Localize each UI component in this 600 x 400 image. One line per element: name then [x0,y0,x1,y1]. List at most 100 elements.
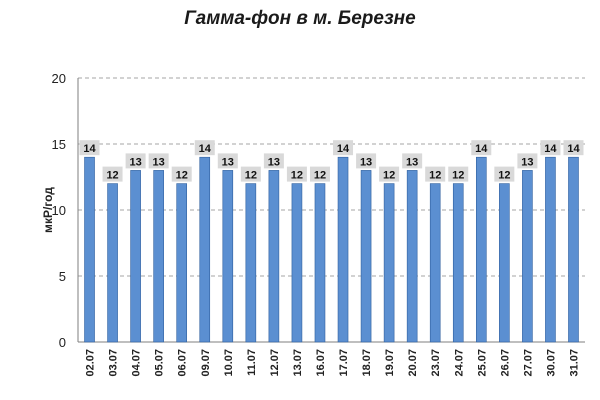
bar [360,170,372,343]
data-label-box [263,153,284,169]
data-label: 13 [129,156,141,168]
x-tick-label: 11.07 [246,349,258,376]
data-label-box [102,166,123,182]
data-label: 14 [199,143,212,155]
data-label-box [240,166,261,182]
data-label: 14 [337,143,350,155]
bar [406,170,418,343]
data-label: 12 [176,170,188,182]
data-label: 14 [475,143,488,155]
x-tick-label: 03.07 [108,349,120,377]
data-label: 12 [314,170,326,182]
y-tick-label: 0 [59,335,66,350]
data-label-box [471,140,492,156]
x-tick-label: 12.07 [269,349,281,377]
bar [153,170,164,343]
bar [268,170,280,343]
data-label-box [171,166,192,182]
bar [475,156,487,343]
x-tick-label: 10.07 [223,349,235,377]
data-label: 13 [268,156,280,168]
data-label: 12 [383,170,395,182]
data-label: 13 [521,156,533,168]
x-tick-label: 24.07 [453,349,465,377]
bar [337,156,349,343]
data-label: 12 [291,170,303,182]
bar [176,183,188,343]
x-tick-label: 06.07 [177,349,189,377]
x-tick-label: 17.07 [338,349,350,377]
x-tick-label: 13.07 [292,349,304,377]
y-tick-labels: 0 5 10 15 20 [52,71,66,350]
data-label-box [333,140,354,156]
data-label: 14 [544,143,557,155]
bar [130,170,141,343]
data-label-box [494,166,515,182]
x-tick-labels: 02.07 03.07 04.07 05.07 06.07 09.07 10.07 11.07… [85,349,581,377]
x-tick-label: 20.07 [407,349,419,377]
y-tick-label: 5 [59,269,66,284]
data-label: 13 [406,156,418,168]
y-tick-label: 15 [52,137,66,152]
data-label: 12 [429,170,441,182]
data-label-box [79,140,100,156]
bar [383,183,395,343]
bar [429,183,441,343]
x-tick-label: 04.07 [131,349,143,377]
bar [545,156,556,343]
x-tick-label: 31.07 [568,349,580,377]
y-tick-label: 20 [52,71,66,86]
bar [568,156,579,343]
data-label: 13 [153,156,165,168]
data-label: 12 [498,170,510,182]
x-tick-label: 25.07 [476,349,488,377]
data-label: 13 [222,156,234,168]
data-label-box [425,166,446,182]
x-tick-label: 23.07 [430,349,442,377]
x-tick-label: 16.07 [315,349,327,377]
y-tick-label: 10 [52,203,66,218]
bar [452,183,464,343]
data-label: 12 [452,170,464,182]
bar [499,183,510,343]
x-tick-label: 19.07 [384,349,396,377]
x-tick-label: 18.07 [361,349,373,377]
bar [199,156,211,343]
data-label-box [309,166,330,182]
bar [245,183,257,343]
data-label: 14 [567,143,580,155]
data-labels: 14 12 13 13 12 14 13 12 13 12 12 14 13 12 13 12 12 14 12 13… [79,140,584,182]
data-label-box [448,166,469,182]
bar [84,156,95,343]
bar [291,183,303,343]
x-tick-label: 09.07 [200,349,212,377]
data-label-box [540,140,561,156]
data-label-box [517,153,538,169]
bars [84,156,579,343]
x-tick-label: 30.07 [545,349,557,377]
data-label-box [125,153,146,169]
x-tick-label: 26.07 [499,349,511,377]
x-tick-label: 05.07 [154,349,166,377]
y-axis-label: мкР/год [41,187,55,233]
x-tick-label: 02.07 [85,349,97,377]
chart-title: Гамма-фон в м. Березне [184,8,416,29]
data-label-box [148,153,169,169]
data-label-box [286,166,307,182]
data-label-box [563,140,584,156]
data-label: 14 [83,143,96,155]
data-label: 12 [245,170,257,182]
bar [314,183,326,343]
data-label-box [194,140,215,156]
x-tick-label: 27.07 [522,349,534,377]
data-label-box [356,153,377,169]
data-label: 13 [360,156,372,168]
bar [222,170,234,343]
data-label-box [379,166,400,182]
bar [107,183,118,343]
bar [522,170,533,343]
data-label-box [402,153,423,169]
data-label-box [217,153,238,169]
